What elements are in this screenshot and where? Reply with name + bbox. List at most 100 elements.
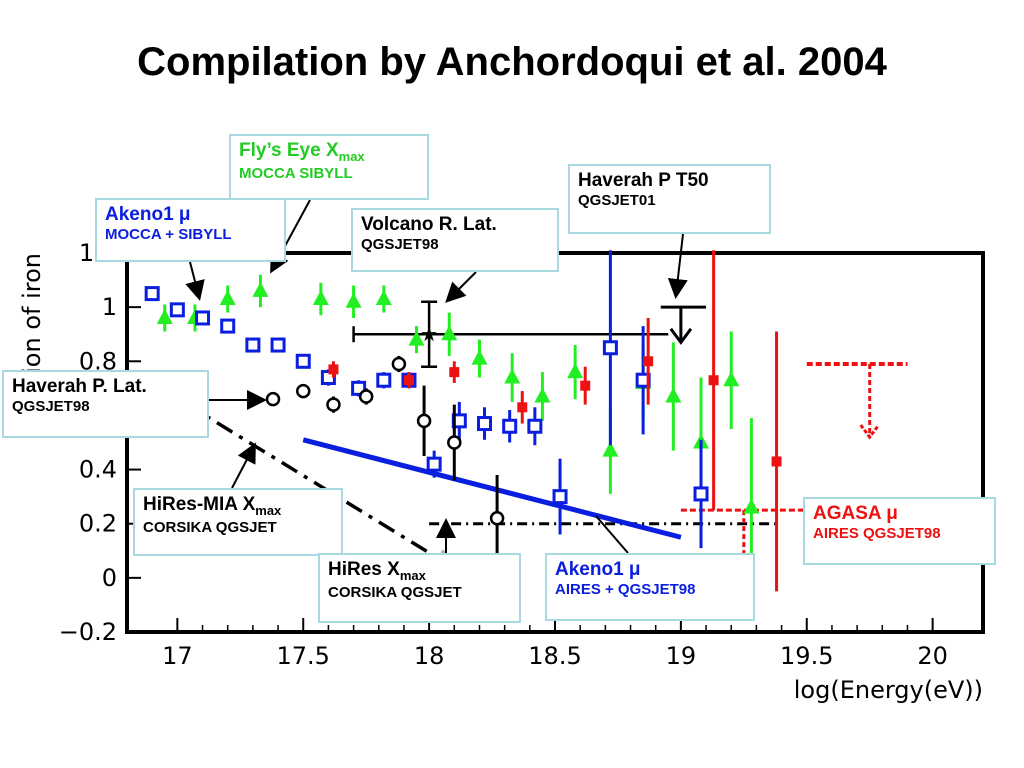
haverah-t50-label: Haverah P T50 QGSJET01 <box>568 164 771 234</box>
haverah_lat-point <box>265 391 281 407</box>
akeno_aires-point <box>527 418 543 434</box>
akeno-fit-line <box>302 437 682 540</box>
akeno-aires-label: Akeno1 μ AIRES + QGSJET98 <box>545 553 755 621</box>
akeno_aires-point <box>693 486 709 502</box>
flys_eye-point <box>567 363 584 379</box>
volcano-star: ★ <box>420 324 438 346</box>
akeno-mocca-pointer <box>185 261 205 301</box>
akeno_mocca-point <box>295 353 311 369</box>
flys_eye-point <box>156 308 173 324</box>
akeno_aires-point <box>552 489 568 505</box>
haverah_lat-point <box>416 413 432 429</box>
hires-model: CORSIKA QGSJET <box>328 583 462 601</box>
flys_eye-point <box>219 290 236 306</box>
flys_eye-point <box>375 290 392 306</box>
hires-sub: max <box>399 567 426 583</box>
agasa-point <box>580 380 591 391</box>
akeno-aires-title: Akeno1 μ <box>555 559 641 580</box>
flys_eye-point <box>665 387 682 403</box>
agasa-point <box>403 375 414 386</box>
akeno-aires-pointer <box>595 515 629 554</box>
y-tick-label: −0.2 <box>59 618 117 646</box>
x-tick-label: 17 <box>162 642 193 670</box>
haverah-t50-arrow <box>669 307 693 345</box>
x-tick-label: 18 <box>414 642 445 670</box>
akeno-aires-model: AIRES + QGSJET98 <box>555 580 696 598</box>
akeno-mocca-title: Akeno1 μ <box>105 204 191 225</box>
akeno-mocca-label: Akeno1 μ MOCCA + SIBYLL <box>95 198 286 262</box>
volcano-model: QGSJET98 <box>361 235 439 253</box>
agasa-point <box>517 402 528 413</box>
flys_eye-point <box>252 281 269 297</box>
flys_eye-point <box>312 290 329 306</box>
haverah-t50-pointer <box>667 233 688 299</box>
hires-mia-pointer <box>231 442 256 489</box>
flys_eye-point <box>534 387 551 403</box>
akeno_mocca-point <box>270 337 286 353</box>
flys-eye-title: Fly’s Eye X <box>239 140 339 161</box>
haverah_lat-point <box>447 435 462 450</box>
slide-title: Compilation by Anchordoqui et al. 2004 <box>137 40 887 84</box>
akeno_mocca-point <box>245 337 261 353</box>
hires-mia-label: HiRes-MIA Xmax CORSIKA QGSJET <box>133 488 343 556</box>
agasa-label: AGASA μ AIRES QGSJET98 <box>803 497 996 565</box>
flys-eye-label: Fly’s Eye Xmax MOCCA SIBYLL <box>229 134 429 200</box>
akeno-mocca-model: MOCCA + SIBYLL <box>105 225 232 243</box>
agasa-point <box>328 364 339 375</box>
haverah-lat-title: Haverah P. Lat. <box>12 376 147 397</box>
x-tick-label: 18.5 <box>528 642 581 670</box>
x-tick-label: 17.5 <box>277 642 330 670</box>
y-tick-label: 1 <box>102 293 117 321</box>
akeno_aires-point <box>502 418 518 434</box>
akeno_mocca-point <box>376 372 392 388</box>
x-tick-label: 19.5 <box>780 642 833 670</box>
volcano-pointer <box>445 271 477 303</box>
hires-mia-sub: max <box>255 502 282 518</box>
akeno_mocca-point <box>220 318 236 334</box>
akeno_mocca-point <box>195 310 211 326</box>
flys_eye-point <box>408 330 425 346</box>
flys_eye-point <box>504 368 521 384</box>
agasa-point <box>708 375 719 386</box>
haverah_lat-point <box>358 389 374 404</box>
agasa-title: AGASA μ <box>813 503 898 524</box>
hires-title: HiRes X <box>328 559 400 580</box>
akeno_mocca-point <box>169 302 185 318</box>
y-tick-label: 0 <box>102 564 117 592</box>
volcano-title: Volcano R. Lat. <box>361 214 497 235</box>
akeno_aires-point <box>602 340 618 356</box>
haverah_lat-point <box>326 397 341 412</box>
x-tick-label: 20 <box>917 642 948 670</box>
agasa-model: AIRES QGSJET98 <box>813 524 941 542</box>
haverah-lat-label: Haverah P. Lat. QGSJET98 <box>2 370 209 438</box>
hires-label: HiRes Xmax CORSIKA QGSJET <box>318 553 521 623</box>
haverah_lat-point <box>391 356 407 372</box>
akeno_aires-point <box>477 416 493 432</box>
flys_eye-point <box>743 498 760 514</box>
haverah_lat-point <box>489 511 505 526</box>
flys-eye-model: MOCCA SIBYLL <box>239 164 353 182</box>
akeno_mocca-point <box>144 286 160 302</box>
haverah-t50-model: QGSJET01 <box>578 191 656 209</box>
y-tick-label: 0.4 <box>79 456 117 484</box>
agasa-point <box>643 356 654 367</box>
flys_eye-point <box>471 349 488 365</box>
hires-mia-model: CORSIKA QGSJET <box>143 518 277 536</box>
agasa-point <box>771 456 782 467</box>
haverah-lat-model: QGSJET98 <box>12 397 90 415</box>
flys-eye-sub: max <box>338 148 365 164</box>
flys_eye-point <box>723 371 740 387</box>
flys_eye-point <box>441 325 458 341</box>
x-tick-label: 19 <box>666 642 697 670</box>
akeno_aires-point <box>426 456 442 472</box>
x-axis-label: log(Energy(eV)) <box>794 676 983 704</box>
haverah_lat-point <box>295 383 311 399</box>
volcano-label: Volcano R. Lat. QGSJET98 <box>351 208 559 272</box>
agasa-limit-arrowhead <box>859 424 880 440</box>
haverah-t50-title: Haverah P T50 <box>578 170 709 191</box>
y-tick-label: 0.2 <box>79 510 117 538</box>
flys_eye-point <box>602 441 619 457</box>
flys_eye-point <box>345 292 362 308</box>
agasa-point <box>449 367 460 378</box>
hires-mia-title: HiRes-MIA X <box>143 494 256 515</box>
